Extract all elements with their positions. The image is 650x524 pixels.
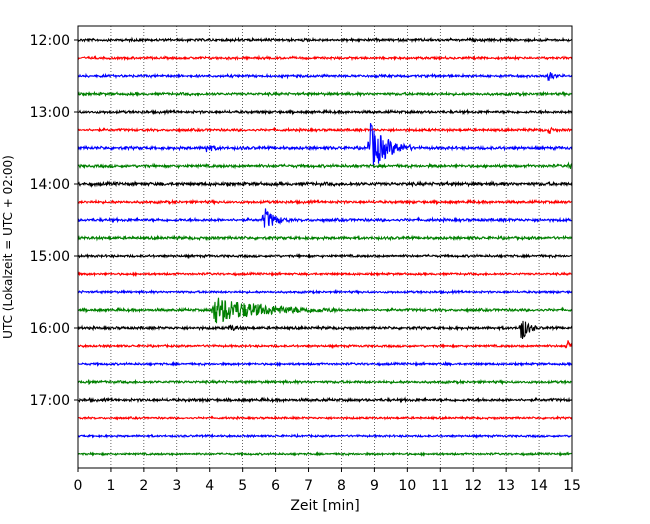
trace-row-1700 (77, 396, 573, 404)
x-tick-label-6: 6 (271, 478, 280, 494)
x-tick-label-0: 0 (74, 478, 83, 494)
trace-row-1615 (77, 340, 573, 349)
y-tick-label-1700: 17:00 (30, 393, 70, 409)
trace-row-1500 (77, 253, 573, 260)
trace-row-1645 (77, 378, 573, 386)
x-tick-label-10: 10 (398, 478, 416, 494)
y-tick-label-1200: 12:00 (30, 33, 70, 49)
trace-row-1715 (77, 414, 573, 421)
x-tick-label-3: 3 (172, 478, 181, 494)
trace-row-1345 (77, 161, 573, 170)
trace-row-1315 (77, 126, 573, 134)
tick-layer: 0 1 2 3 4 5 6 7 8 9 10 11 12 13 14 1512:0013:0014:0015:… (30, 33, 581, 494)
x-tick-label-2: 2 (139, 478, 148, 494)
trace-row-1730 (77, 432, 573, 439)
x-tick-label-7: 7 (304, 478, 313, 494)
x-tick-label-1: 1 (106, 478, 115, 494)
trace-row-1400 (77, 180, 573, 189)
grid-layer (110, 26, 540, 468)
x-tick-label-9: 9 (370, 478, 379, 494)
trace-row-1215 (77, 54, 573, 62)
x-tick-label-13: 13 (497, 478, 515, 494)
y-axis-label: UTC (Lokalzeit = UTC + 02:00) (1, 155, 15, 339)
x-tick-label-8: 8 (337, 478, 346, 494)
x-tick-label-15: 15 (563, 478, 581, 494)
trace-row-1245 (77, 90, 573, 98)
x-tick-label-5: 5 (238, 478, 247, 494)
x-tick-label-12: 12 (464, 478, 482, 494)
trace-layer (77, 36, 573, 457)
x-tick-label-11: 11 (431, 478, 449, 494)
y-tick-label-1500: 15:00 (30, 249, 70, 265)
trace-row-1230 (77, 72, 573, 82)
trace-row-1530 (77, 288, 573, 296)
trace-row-1515 (77, 270, 573, 278)
trace-row-1330 (77, 123, 573, 167)
x-tick-label-14: 14 (530, 478, 548, 494)
trace-row-1630 (77, 360, 573, 368)
y-tick-label-1300: 13:00 (30, 105, 70, 121)
trace-row-1545 (77, 297, 573, 324)
trace-row-1745 (78, 451, 573, 457)
x-axis-label: Zeit [min] (290, 498, 359, 514)
trace-row-1430 (77, 208, 573, 228)
trace-row-1445 (77, 234, 573, 242)
trace-row-1415 (77, 198, 573, 206)
y-tick-label-1400: 14:00 (30, 177, 70, 193)
y-tick-label-1600: 16:00 (30, 321, 70, 337)
plot-frame (77, 25, 573, 469)
trace-row-1600 (77, 320, 573, 339)
trace-row-1200 (77, 36, 573, 44)
trace-row-1300 (77, 108, 573, 116)
x-tick-label-4: 4 (205, 478, 214, 494)
